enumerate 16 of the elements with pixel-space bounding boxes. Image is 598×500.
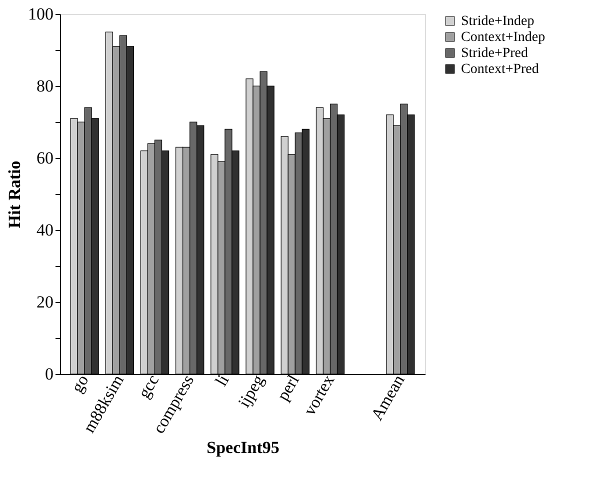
y-tick-label: 20	[36, 292, 54, 312]
legend-label: Stride+Indep	[461, 14, 534, 29]
y-tick-label: 0	[45, 364, 54, 384]
legend-label: Context+Pred	[461, 62, 539, 77]
x-tick-label: gcc	[134, 371, 163, 402]
y-tick-label: 60	[36, 148, 54, 168]
x-tick-label: li	[212, 371, 233, 390]
legend-label: Context+Indep	[461, 30, 546, 45]
y-tick-label: 100	[28, 4, 54, 24]
x-tick-label: perl	[273, 371, 304, 404]
x-tick-label: go	[67, 372, 92, 396]
y-axis-title: Hit Ratio	[5, 160, 24, 228]
y-tick-label: 40	[36, 220, 54, 240]
x-axis-title: SpecInt95	[206, 438, 280, 458]
legend-label: Stride+Pred	[461, 46, 528, 61]
y-tick-label: 80	[36, 76, 54, 96]
